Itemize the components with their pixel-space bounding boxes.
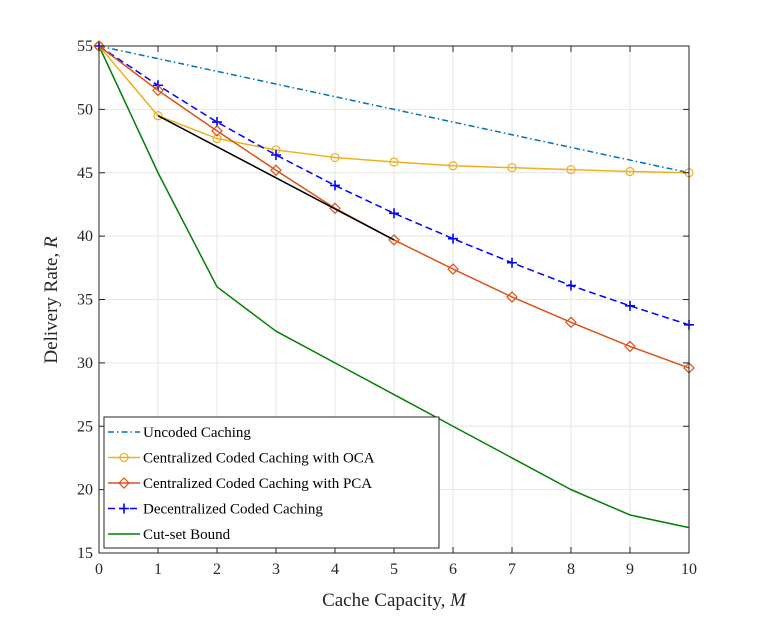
y-tick-label: 50 — [77, 101, 93, 118]
series-layer — [93, 40, 695, 529]
data-point-marker — [565, 316, 577, 329]
data-point-marker — [448, 233, 458, 244]
y-tick-label: 20 — [77, 482, 93, 499]
x-tick-label: 4 — [331, 561, 339, 578]
x-tick-label: 10 — [681, 561, 697, 578]
y-tick-label: 25 — [77, 418, 93, 435]
x-tick-label: 2 — [213, 561, 221, 578]
x-axis-label: Cache Capacity, M — [322, 590, 467, 611]
series-line — [98, 45, 690, 529]
x-tick-label: 9 — [626, 561, 634, 578]
legend-marker — [118, 477, 130, 489]
data-point-marker — [507, 257, 517, 268]
data-point-marker — [625, 166, 635, 177]
series-line — [98, 45, 690, 174]
data-point-marker — [566, 164, 576, 175]
x-tick-label: 8 — [567, 561, 575, 578]
data-point-marker — [389, 157, 399, 167]
data-point-marker — [506, 291, 518, 303]
data-point-marker — [389, 208, 399, 219]
legend: Uncoded Caching Centralized Coded Caching… — [103, 416, 440, 549]
legend-box — [103, 416, 440, 549]
data-point-marker — [507, 163, 517, 173]
y-tick-label: 40 — [77, 228, 93, 245]
legend-label: Uncoded Caching — [143, 425, 251, 441]
series-line — [157, 115, 395, 241]
y-tick-label: 35 — [77, 292, 93, 309]
data-point-marker — [153, 111, 163, 121]
data-point-marker — [447, 263, 459, 275]
data-point-marker — [625, 300, 635, 311]
data-point-marker — [152, 84, 164, 97]
data-point-marker — [330, 152, 340, 163]
axis-ticks — [98, 45, 690, 554]
data-point-marker — [212, 133, 222, 144]
y-axis-label: Delivery Rate, R — [41, 236, 62, 364]
data-point-marker — [566, 280, 576, 291]
legend-label: Centralized Coded Caching with PCA — [143, 476, 372, 492]
series-line — [98, 45, 690, 174]
legend-label: Decentralized Coded Caching — [143, 502, 323, 518]
y-tick-label: 15 — [77, 545, 93, 562]
legend-label: Cut-set Bound — [143, 527, 231, 543]
x-tick-label: 3 — [272, 561, 280, 578]
series-5 — [157, 115, 395, 241]
series-4 — [98, 45, 690, 529]
x-tick-label: 1 — [154, 561, 162, 578]
x-tick-label: 6 — [449, 561, 457, 578]
series-line — [98, 45, 690, 326]
y-tick-labels: 15 20 25 30 35 40 45 50 55 — [77, 38, 93, 562]
x-tick-label: 0 — [95, 561, 103, 578]
data-point-marker — [211, 125, 223, 137]
data-point-marker — [330, 180, 340, 191]
data-point-marker — [448, 161, 458, 171]
x-tick-labels: 0 1 2 3 4 5 6 7 8 9 10 — [95, 561, 697, 578]
legend-marker — [119, 452, 129, 463]
y-tick-label: 30 — [77, 355, 93, 372]
series-0 — [98, 45, 690, 174]
data-point-marker — [270, 164, 282, 177]
legend-label: Centralized Coded Caching with OCA — [143, 451, 375, 467]
y-tick-label: 45 — [77, 165, 93, 182]
x-tick-label: 7 — [508, 561, 516, 578]
legend-marker — [119, 503, 129, 514]
data-point-marker — [624, 340, 636, 353]
y-tick-label: 55 — [77, 38, 93, 55]
data-point-marker — [271, 150, 281, 161]
x-tick-label: 5 — [390, 561, 398, 578]
